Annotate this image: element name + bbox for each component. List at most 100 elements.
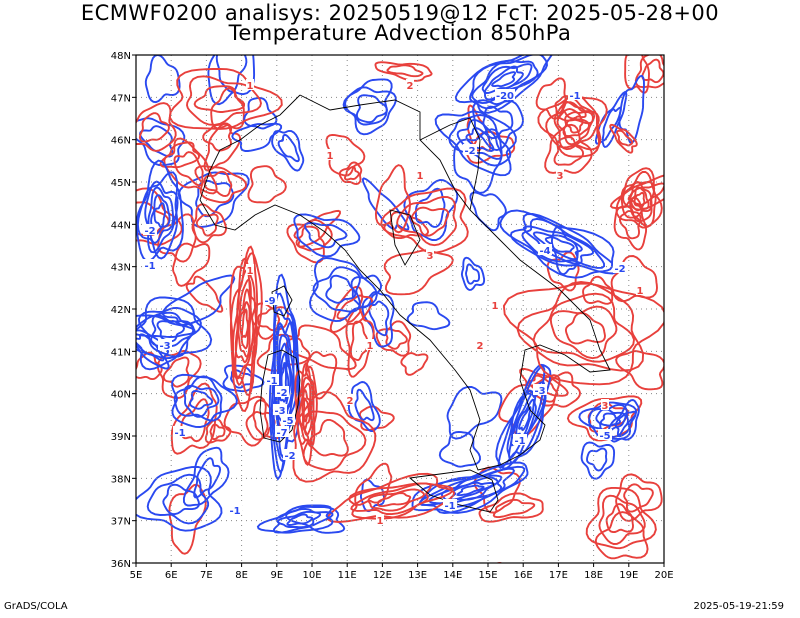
contour-label: -7: [276, 428, 287, 439]
warm-contour: [173, 151, 204, 187]
warm-contour: [157, 213, 197, 263]
cold-contour: [509, 213, 618, 275]
longitude-axis: 5E 6E 7E 8E 9E 10E 11E 12E 13E 14E 15E 16E 17E 18E 19E…: [130, 563, 674, 581]
contour-label-bg: [416, 169, 424, 180]
contour-label-bg: [556, 169, 564, 180]
coastline-layer: [199, 94, 611, 513]
contour-label-bg: [173, 426, 187, 437]
warm-contour: [301, 388, 312, 431]
warm-contour: [609, 123, 638, 154]
cold-contour: [460, 256, 486, 291]
contour-label: 1: [377, 516, 384, 527]
contour-label-bg: [476, 339, 484, 350]
cold-contour: [272, 508, 334, 534]
warm-contour: [309, 418, 349, 457]
cold-contour: [347, 381, 381, 433]
contour-label-bg: [158, 339, 172, 350]
lat-tick-label: 45N: [111, 178, 131, 189]
contour-label-bg: [463, 144, 477, 155]
warm-contour: [605, 503, 634, 534]
contour-label: 2: [347, 396, 354, 407]
contour-layer: [136, 55, 664, 560]
cold-contour: [456, 484, 485, 497]
contour-label-bg: [246, 264, 254, 275]
cold-contour: [599, 412, 621, 427]
cold-contour: [428, 474, 503, 505]
contour-label: 3: [557, 171, 564, 182]
warm-contour: [344, 165, 360, 181]
lon-tick-label: 13E: [408, 570, 427, 581]
cold-contour: [183, 384, 220, 418]
cold-contour: [144, 180, 179, 254]
contour-label: 3: [602, 401, 609, 412]
map-title-line1: ECMWF0200 analisys: 20250519@12 FcT: 202…: [80, 1, 720, 25]
cold-contour: [588, 403, 629, 438]
warm-contour: [641, 58, 664, 84]
coastline: [271, 285, 293, 317]
cold-contour: [325, 274, 357, 304]
cold-contour: [189, 390, 214, 410]
warm-contour: [549, 305, 618, 360]
contour-label-bg: [346, 394, 354, 405]
latitude-axis: 48N 47N 46N 45N 44N 43N 42N 41N 40N 39N 38N 37N 36N: [111, 51, 136, 570]
contour-label: -2: [614, 264, 625, 275]
cold-contour: [136, 159, 184, 262]
contour-label: -20: [496, 91, 514, 102]
cold-contour: [136, 466, 223, 532]
warm-contour: [302, 410, 367, 472]
contour-label-bg: [273, 404, 287, 415]
cold-contour: [344, 86, 397, 136]
warm-contour: [229, 245, 259, 397]
warm-contour: [400, 352, 429, 376]
cold-contour: [137, 306, 202, 358]
warm-contour: [191, 203, 227, 244]
lon-tick-label: 7E: [200, 570, 213, 581]
warm-contour: [239, 301, 251, 350]
lat-tick-label: 46N: [111, 136, 131, 147]
warm-contour: [223, 395, 269, 447]
warm-contour: [618, 210, 642, 240]
cold-contour: [144, 55, 181, 104]
contour-label: 1: [247, 266, 254, 277]
warm-contour: [565, 117, 584, 134]
warm-contour: [594, 511, 649, 560]
cold-contour: [580, 441, 616, 480]
warm-contour: [168, 483, 207, 555]
coastline: [199, 94, 301, 201]
map-title-line2: Temperature Advection 850hPa: [228, 21, 572, 45]
contour-label-bg: [283, 449, 297, 460]
contour-label-bg: [601, 399, 609, 410]
coastline: [419, 117, 481, 211]
lon-tick-label: 11E: [338, 570, 357, 581]
lat-tick-label: 36N: [111, 559, 131, 570]
cold-contour: [150, 311, 196, 348]
lat-tick-label: 47N: [111, 93, 131, 104]
cold-contour: [230, 369, 254, 389]
cold-contour: [499, 209, 615, 279]
contour-label-bg: [443, 499, 457, 510]
warm-contour: [620, 170, 657, 228]
warm-contour: [285, 324, 357, 370]
contour-label: 2: [497, 561, 504, 572]
contour-label-bg: [406, 79, 414, 90]
warm-contour: [502, 282, 664, 386]
cold-contour: [312, 266, 361, 313]
contour-label: 2: [407, 81, 414, 92]
warm-contour: [615, 350, 664, 391]
warm-contour: [519, 367, 569, 403]
warm-contour: [383, 249, 454, 296]
warm-contour: [163, 137, 218, 195]
cold-contour: [403, 179, 459, 242]
warm-contour: [203, 122, 242, 172]
cold-contour: [465, 263, 481, 285]
warm-contour: [237, 288, 252, 358]
warm-contour: [345, 307, 375, 378]
contour-label-bg: [366, 339, 374, 350]
lon-tick-label: 17E: [549, 570, 568, 581]
warm-contour: [622, 181, 656, 223]
coastline: [408, 469, 499, 513]
warm-contour: [478, 492, 544, 523]
cold-contour: [544, 236, 575, 253]
cold-contour: [162, 483, 200, 516]
